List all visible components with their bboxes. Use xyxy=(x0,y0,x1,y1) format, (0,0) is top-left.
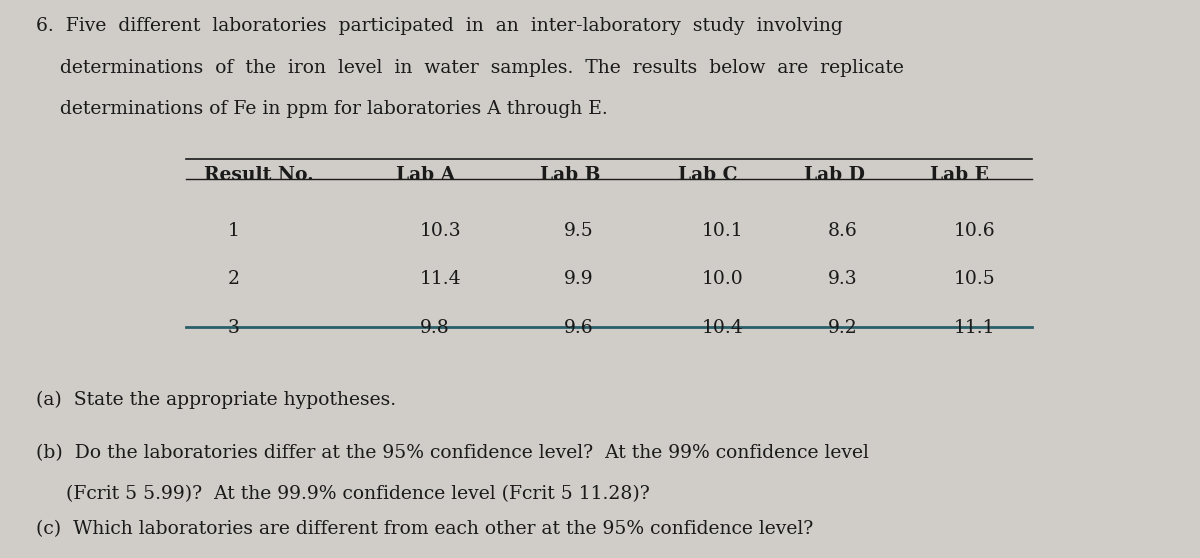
Text: (b)  Do the laboratories differ at the 95% confidence level?  At the 99% confide: (b) Do the laboratories differ at the 95… xyxy=(36,444,869,461)
Text: 10.3: 10.3 xyxy=(420,222,462,239)
Text: 8.6: 8.6 xyxy=(828,222,858,239)
Text: 9.8: 9.8 xyxy=(420,319,450,336)
Text: 10.1: 10.1 xyxy=(702,222,744,239)
Text: (a)  State the appropriate hypotheses.: (a) State the appropriate hypotheses. xyxy=(36,391,396,409)
Text: 9.3: 9.3 xyxy=(828,270,858,288)
Text: Lab E: Lab E xyxy=(930,166,989,184)
Text: Result No.: Result No. xyxy=(204,166,313,184)
Text: Lab B: Lab B xyxy=(540,166,600,184)
Text: Lab D: Lab D xyxy=(804,166,865,184)
Text: determinations  of  the  iron  level  in  water  samples.  The  results  below  : determinations of the iron level in wate… xyxy=(36,59,904,76)
Text: 1: 1 xyxy=(228,222,240,239)
Text: 2: 2 xyxy=(228,270,240,288)
Text: 11.1: 11.1 xyxy=(954,319,996,336)
Text: 6.  Five  different  laboratories  participated  in  an  inter-laboratory  study: 6. Five different laboratories participa… xyxy=(36,17,842,35)
Text: Lab C: Lab C xyxy=(678,166,738,184)
Text: 9.2: 9.2 xyxy=(828,319,858,336)
Text: 11.4: 11.4 xyxy=(420,270,462,288)
Text: (Fcrit 5 5.99)?  At the 99.9% confidence level (Fcrit 5 11.28)?: (Fcrit 5 5.99)? At the 99.9% confidence … xyxy=(36,485,649,503)
Text: 10.4: 10.4 xyxy=(702,319,744,336)
Text: determinations of Fe in ppm for laboratories A through E.: determinations of Fe in ppm for laborato… xyxy=(36,100,607,118)
Text: 10.5: 10.5 xyxy=(954,270,996,288)
Text: 9.6: 9.6 xyxy=(564,319,594,336)
Text: 3: 3 xyxy=(228,319,240,336)
Text: 9.9: 9.9 xyxy=(564,270,594,288)
Text: 10.6: 10.6 xyxy=(954,222,996,239)
Text: 9.5: 9.5 xyxy=(564,222,594,239)
Text: (c)  Which laboratories are different from each other at the 95% confidence leve: (c) Which laboratories are different fro… xyxy=(36,520,814,538)
Text: 10.0: 10.0 xyxy=(702,270,744,288)
Text: Lab A: Lab A xyxy=(396,166,455,184)
